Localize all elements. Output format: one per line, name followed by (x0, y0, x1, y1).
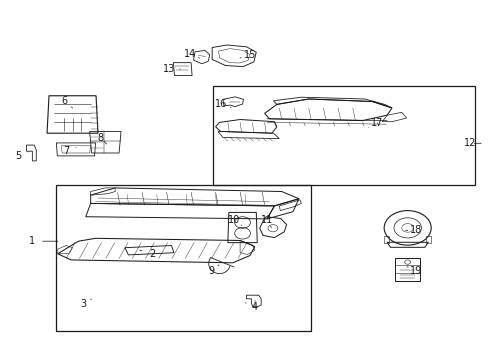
Text: 4: 4 (252, 302, 258, 312)
Text: 7: 7 (63, 146, 69, 156)
Text: 17: 17 (371, 118, 384, 128)
Text: 1: 1 (29, 236, 35, 246)
Bar (213, 86, 475, 185)
Text: 6: 6 (62, 96, 68, 106)
Text: 15: 15 (244, 50, 256, 60)
Text: 16: 16 (216, 99, 227, 109)
Text: 14: 14 (184, 49, 196, 59)
Text: 10: 10 (228, 215, 240, 225)
Text: 9: 9 (209, 266, 215, 276)
Text: 13: 13 (163, 64, 175, 74)
Text: 18: 18 (411, 225, 422, 235)
Text: 2: 2 (149, 249, 155, 259)
Text: 11: 11 (261, 215, 273, 225)
Text: 3: 3 (80, 299, 86, 309)
Text: 5: 5 (16, 150, 22, 161)
Text: 12: 12 (464, 138, 477, 148)
Text: 19: 19 (411, 266, 422, 276)
Text: 8: 8 (98, 132, 103, 143)
Bar (56, 185, 311, 331)
